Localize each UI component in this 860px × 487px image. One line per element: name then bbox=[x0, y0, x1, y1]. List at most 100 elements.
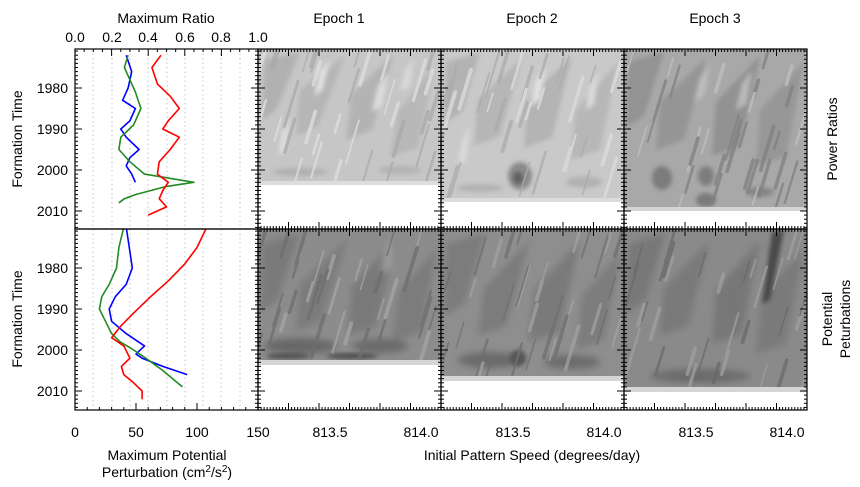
top-axis-tick-labels: 0.0 0.2 0.4 0.6 0.8 1.0 bbox=[65, 29, 268, 45]
streak bbox=[373, 270, 384, 294]
streak bbox=[357, 327, 371, 360]
streak bbox=[742, 158, 755, 190]
streak bbox=[411, 58, 428, 103]
streak bbox=[428, 90, 441, 122]
streak bbox=[258, 229, 268, 262]
streak bbox=[415, 123, 430, 168]
top-tick-label: 0.2 bbox=[102, 29, 122, 45]
streak bbox=[493, 97, 507, 132]
streak bbox=[457, 67, 473, 111]
streak bbox=[678, 194, 684, 207]
streak bbox=[793, 229, 805, 260]
potential-panel-epoch-2 bbox=[441, 229, 624, 410]
streak bbox=[635, 302, 646, 328]
streak bbox=[538, 53, 549, 80]
y-tick-label: 2010 bbox=[37, 383, 68, 399]
streak bbox=[316, 268, 330, 305]
streak bbox=[379, 54, 390, 82]
x-axis-title: Initial Pattern Speed (degrees/day) bbox=[424, 447, 640, 463]
streak bbox=[491, 238, 503, 268]
streak bbox=[759, 363, 768, 387]
streak bbox=[524, 101, 533, 121]
streak bbox=[294, 229, 308, 266]
streak bbox=[475, 338, 489, 376]
streak bbox=[428, 305, 437, 331]
streak bbox=[669, 64, 681, 99]
streak bbox=[283, 117, 297, 154]
streak-group bbox=[441, 49, 622, 198]
streak bbox=[423, 68, 435, 96]
frame-potential-profile bbox=[74, 228, 259, 411]
streak bbox=[760, 124, 776, 165]
streak bbox=[695, 337, 710, 382]
streak bbox=[386, 161, 394, 181]
streak bbox=[510, 341, 524, 376]
streak bbox=[742, 259, 751, 283]
streak bbox=[518, 161, 531, 197]
streak bbox=[510, 49, 525, 90]
streak bbox=[302, 49, 311, 73]
streak bbox=[525, 338, 537, 371]
streak bbox=[287, 289, 298, 315]
y-axis-title-top: Formation Time bbox=[9, 90, 25, 187]
streak bbox=[443, 270, 452, 291]
streak bbox=[600, 133, 614, 167]
streak bbox=[749, 258, 757, 279]
streak bbox=[500, 119, 514, 153]
streak bbox=[563, 134, 577, 172]
streak bbox=[580, 136, 588, 158]
streak bbox=[637, 125, 648, 157]
streak bbox=[719, 349, 731, 377]
streak bbox=[354, 258, 363, 282]
top-tick-label: 0.8 bbox=[211, 29, 231, 45]
streak bbox=[664, 255, 675, 282]
streak bbox=[594, 235, 609, 279]
streak bbox=[757, 158, 772, 198]
bottom-tick-label: 100 bbox=[185, 424, 209, 440]
streak-group bbox=[625, 49, 807, 207]
streak bbox=[477, 361, 485, 376]
series-line-epoch-3 bbox=[147, 54, 181, 216]
streak bbox=[778, 306, 789, 336]
streak bbox=[309, 313, 327, 359]
streak bbox=[527, 302, 539, 333]
streak bbox=[794, 105, 807, 145]
streak bbox=[700, 128, 710, 155]
streak bbox=[308, 49, 319, 69]
streak bbox=[563, 324, 581, 372]
streak bbox=[418, 296, 433, 339]
streak bbox=[728, 118, 743, 158]
streak bbox=[325, 254, 336, 281]
streak bbox=[449, 162, 462, 198]
streak bbox=[473, 236, 487, 276]
streak bbox=[402, 246, 419, 293]
streak bbox=[711, 361, 721, 385]
streak bbox=[607, 275, 617, 299]
streak bbox=[486, 92, 494, 113]
streak bbox=[442, 341, 450, 361]
streak bbox=[425, 150, 437, 181]
streak bbox=[595, 309, 609, 346]
series-line-epoch-2 bbox=[98, 229, 183, 388]
streak bbox=[502, 284, 515, 321]
streak bbox=[589, 64, 597, 84]
streak bbox=[310, 141, 323, 179]
streak bbox=[786, 229, 799, 261]
streak bbox=[515, 87, 528, 123]
streak bbox=[646, 116, 656, 143]
streak bbox=[611, 317, 622, 348]
streak bbox=[648, 306, 662, 342]
streak bbox=[738, 121, 749, 149]
streak bbox=[267, 306, 282, 345]
series-line-epoch-2 bbox=[118, 54, 195, 204]
streak bbox=[333, 113, 342, 135]
streak bbox=[485, 355, 494, 376]
streak bbox=[713, 153, 727, 186]
streak bbox=[362, 149, 374, 181]
row-label-peturbations: Peturbations bbox=[837, 280, 853, 359]
streak bbox=[448, 62, 459, 91]
x-tick-label: 813.5 bbox=[312, 424, 347, 440]
bottom-left-axis-title-line-1: Maximum Potential bbox=[107, 447, 226, 463]
streak bbox=[273, 116, 283, 142]
